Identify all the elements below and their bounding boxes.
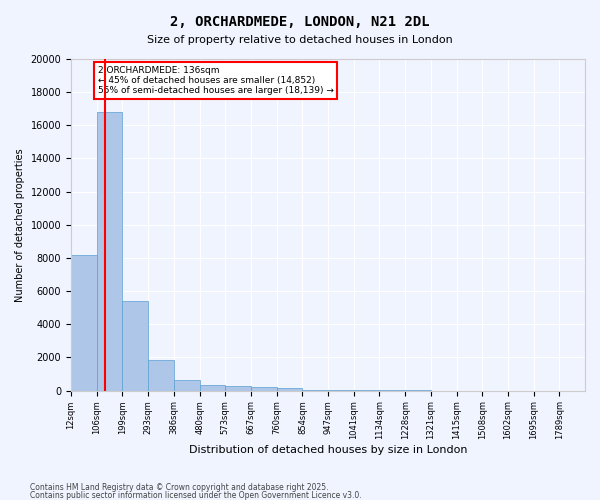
Y-axis label: Number of detached properties: Number of detached properties — [15, 148, 25, 302]
Text: 2, ORCHARDMEDE, LONDON, N21 2DL: 2, ORCHARDMEDE, LONDON, N21 2DL — [170, 15, 430, 29]
Text: Size of property relative to detached houses in London: Size of property relative to detached ho… — [147, 35, 453, 45]
Text: Contains HM Land Registry data © Crown copyright and database right 2025.: Contains HM Land Registry data © Crown c… — [30, 483, 329, 492]
Bar — [148, 360, 174, 390]
Bar — [174, 380, 200, 390]
Bar — [277, 388, 302, 390]
Text: Contains public sector information licensed under the Open Government Licence v3: Contains public sector information licen… — [30, 490, 362, 500]
Bar — [225, 386, 251, 390]
Bar — [71, 254, 97, 390]
Bar — [97, 112, 122, 390]
Text: 2 ORCHARDMEDE: 136sqm
← 45% of detached houses are smaller (14,852)
55% of semi-: 2 ORCHARDMEDE: 136sqm ← 45% of detached … — [98, 66, 334, 96]
X-axis label: Distribution of detached houses by size in London: Distribution of detached houses by size … — [189, 445, 467, 455]
Bar — [251, 388, 277, 390]
Bar — [122, 301, 148, 390]
Bar — [200, 385, 225, 390]
